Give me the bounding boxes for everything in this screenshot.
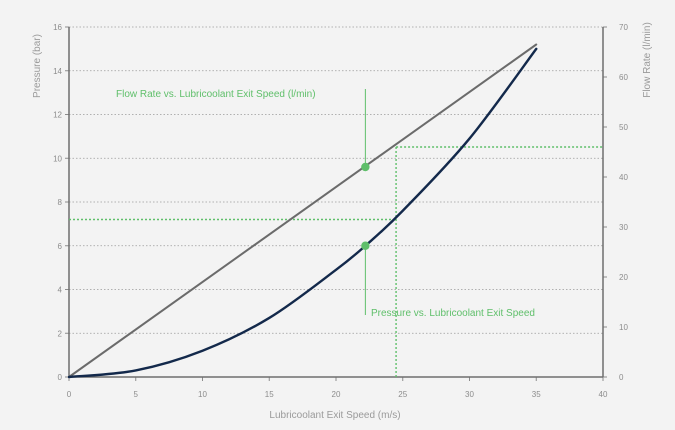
x-tick-label: 40 (599, 390, 608, 399)
x-tick-label: 10 (198, 390, 207, 399)
y-left-tick-label: 4 (58, 286, 63, 295)
y-right-tick-label: 60 (619, 73, 628, 82)
y-left-tick-label: 8 (58, 198, 63, 207)
y-left-axis-title: Pressure (bar) (32, 34, 43, 98)
y-right-tick-label: 20 (619, 273, 628, 282)
x-tick-label: 35 (532, 390, 541, 399)
y-left-tick-label: 14 (53, 67, 62, 76)
y-right-tick-label: 40 (619, 173, 628, 182)
marker-flow-rate (361, 162, 370, 172)
series-line-flow-rate (68, 43, 538, 378)
annotation-pressure: Pressure vs. Lubricoolant Exit Speed (371, 308, 535, 319)
x-tick-label: 15 (265, 390, 274, 399)
y-right-tick-label: 0 (619, 373, 624, 382)
y-right-tick-label: 70 (619, 23, 628, 32)
y-left-tick-label: 12 (53, 111, 62, 120)
y-right-tick-label: 30 (619, 223, 628, 232)
axes: 0 2 4 6 8 10 12 14 16 0 10 20 30 40 50 60 70 0 5 10 15 20 25 30… (53, 23, 628, 399)
y-right-axis-title: Flow Rate (l/min) (642, 22, 653, 98)
annotation-flow-rate: Flow Rate vs. Lubricoolant Exit Speed (l… (116, 89, 316, 100)
x-tick-label: 25 (398, 390, 407, 399)
series-line-pressure (67, 47, 538, 379)
y-left-tick-label: 16 (53, 23, 62, 32)
y-left-tick-label: 2 (58, 329, 63, 338)
y-right-tick-label: 10 (619, 323, 628, 332)
reference-lines (69, 146, 603, 377)
y-left-tick-label: 0 (58, 373, 63, 382)
x-tick-label: 0 (67, 390, 72, 399)
y-left-tick-label: 10 (53, 154, 62, 163)
grid (69, 26, 603, 334)
x-tick-label: 5 (134, 390, 139, 399)
y-left-tick-label: 6 (58, 242, 63, 251)
x-tick-label: 20 (332, 390, 341, 399)
series (67, 43, 538, 379)
marker-pressure (361, 241, 370, 250)
x-tick-label: 30 (465, 390, 474, 399)
annotations (361, 89, 370, 315)
x-axis-title: Lubricoolant Exit Speed (m/s) (269, 410, 400, 421)
y-right-tick-label: 50 (619, 123, 628, 132)
